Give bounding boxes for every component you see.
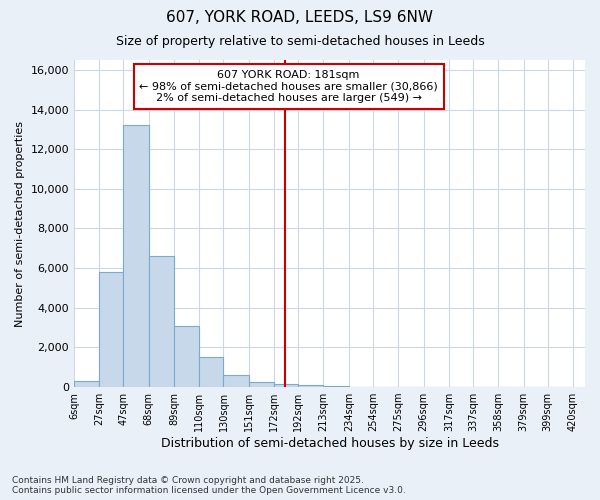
- Bar: [199, 358, 223, 387]
- X-axis label: Distribution of semi-detached houses by size in Leeds: Distribution of semi-detached houses by …: [161, 437, 499, 450]
- Bar: [74, 381, 100, 387]
- Text: Size of property relative to semi-detached houses in Leeds: Size of property relative to semi-detach…: [116, 35, 484, 48]
- Text: 607 YORK ROAD: 181sqm
← 98% of semi-detached houses are smaller (30,866)
2% of s: 607 YORK ROAD: 181sqm ← 98% of semi-deta…: [139, 70, 438, 103]
- Bar: [174, 326, 199, 387]
- Y-axis label: Number of semi-detached properties: Number of semi-detached properties: [15, 120, 25, 326]
- Bar: [298, 386, 323, 387]
- Bar: [149, 256, 174, 387]
- Bar: [323, 386, 349, 387]
- Bar: [223, 375, 249, 387]
- Text: 607, YORK ROAD, LEEDS, LS9 6NW: 607, YORK ROAD, LEEDS, LS9 6NW: [167, 10, 433, 25]
- Bar: [274, 384, 298, 387]
- Bar: [249, 382, 274, 387]
- Bar: [124, 126, 149, 387]
- Bar: [100, 272, 124, 387]
- Text: Contains HM Land Registry data © Crown copyright and database right 2025.
Contai: Contains HM Land Registry data © Crown c…: [12, 476, 406, 495]
